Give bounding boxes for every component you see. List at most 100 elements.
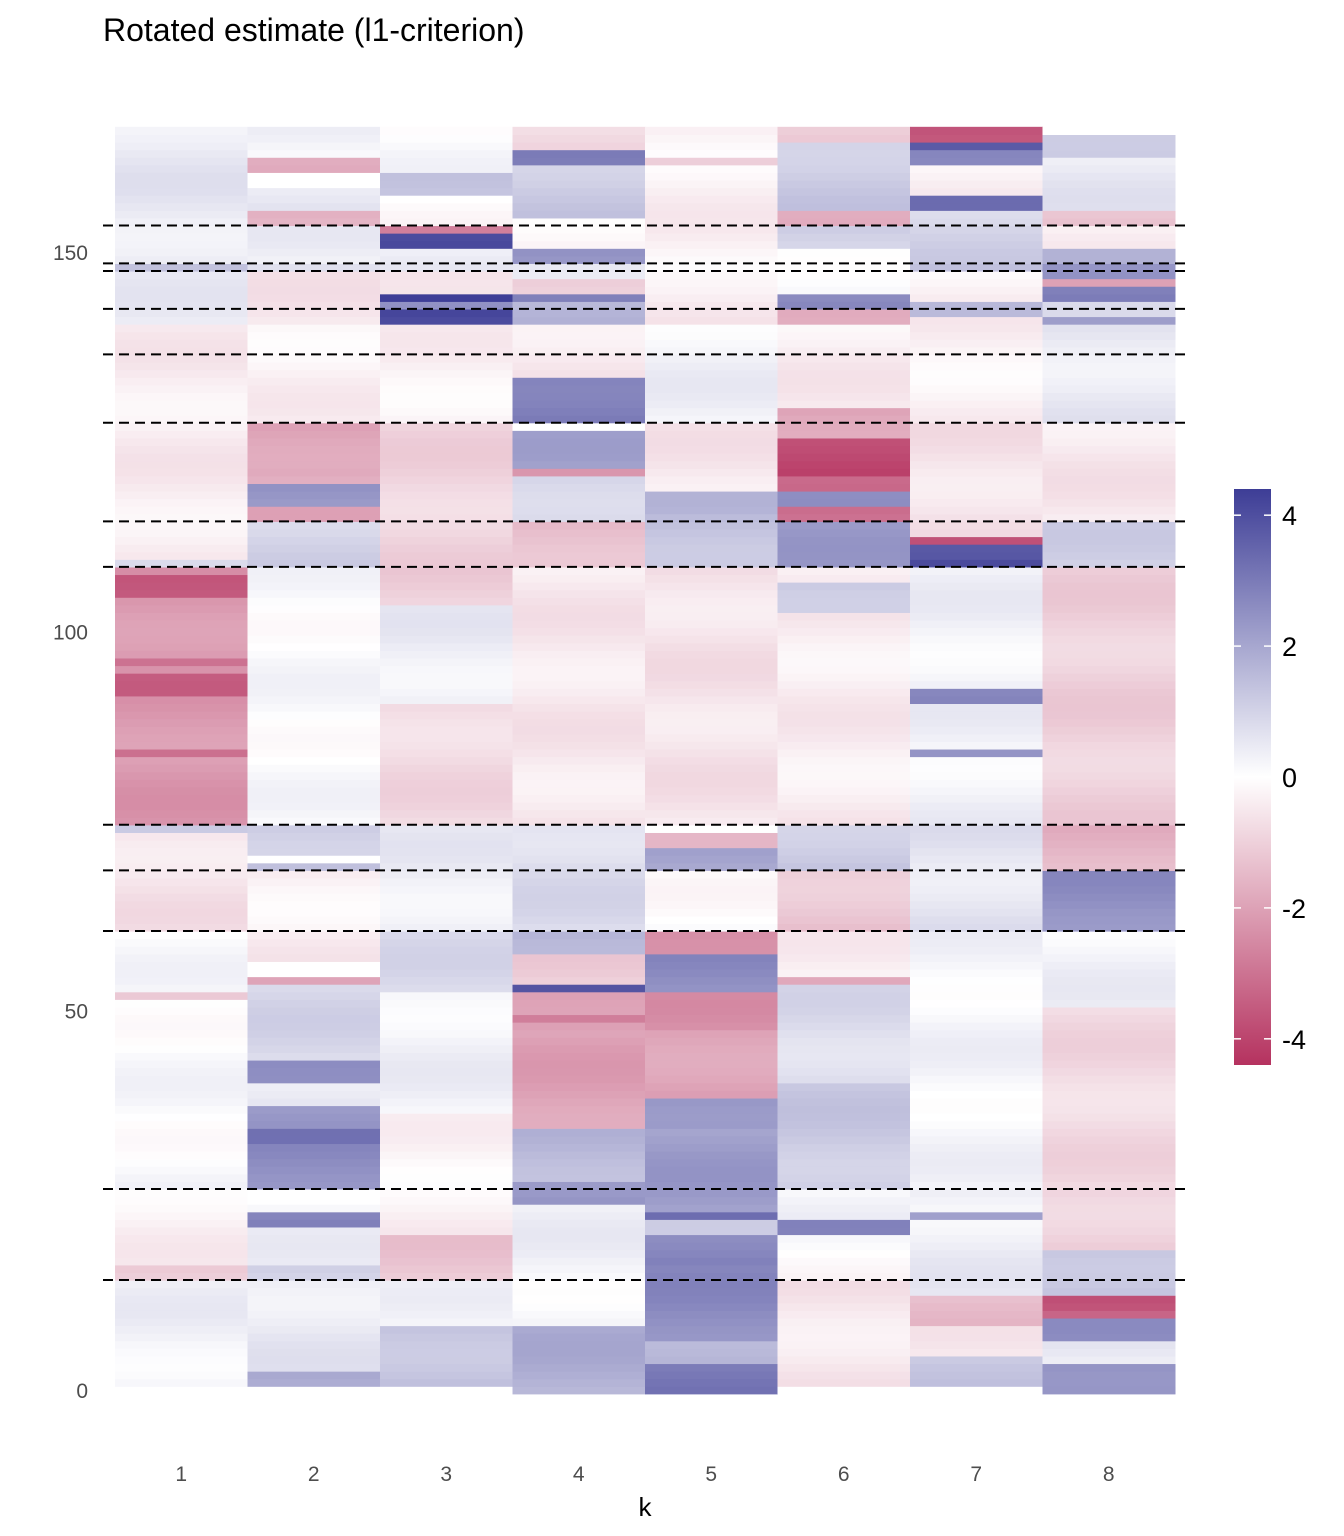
heatmap-cell — [247, 202, 381, 211]
heatmap-cell — [115, 415, 248, 424]
heatmap-cell — [115, 1340, 248, 1349]
heatmap-cell — [645, 604, 778, 613]
heatmap-cell — [380, 1022, 513, 1031]
heatmap-cell — [645, 551, 778, 560]
heatmap-cell — [380, 1333, 513, 1342]
heatmap-cell — [512, 1105, 646, 1114]
heatmap-cell — [910, 817, 1043, 826]
heatmap-cell — [115, 559, 248, 568]
heatmap-cell — [247, 415, 381, 424]
heatmap-cell — [380, 870, 513, 879]
heatmap-cell — [910, 1090, 1043, 1099]
heatmap-cell — [645, 506, 778, 515]
heatmap-cell — [115, 1090, 248, 1099]
heatmap-cell — [247, 475, 381, 484]
heatmap-cell — [512, 1325, 646, 1334]
heatmap-cell — [247, 991, 381, 1000]
heatmap-cell — [1042, 1211, 1176, 1220]
heatmap-cell — [1042, 1264, 1176, 1274]
heatmap-cell — [247, 1355, 381, 1365]
heatmap-cell — [115, 324, 248, 333]
heatmap-cell — [380, 733, 513, 742]
heatmap-cell — [1042, 506, 1176, 515]
heatmap-cell — [1042, 301, 1176, 310]
heatmap-cell — [115, 407, 248, 416]
heatmap-cell — [115, 1272, 248, 1281]
heatmap-cell — [512, 984, 646, 993]
heatmap-cell — [645, 1181, 778, 1190]
heatmap-cell — [1042, 748, 1176, 758]
heatmap-cell — [777, 710, 911, 720]
heatmap-cell — [910, 1272, 1043, 1281]
heatmap-cell — [380, 490, 513, 500]
heatmap-cell — [512, 217, 646, 227]
heatmap-cell — [115, 832, 248, 841]
heatmap-cell — [910, 748, 1043, 758]
heatmap-cell — [247, 1166, 381, 1175]
heatmap-cell — [247, 802, 381, 811]
heatmap-cell — [910, 1371, 1043, 1380]
heatmap-cell — [512, 1264, 646, 1274]
heatmap-cell — [645, 946, 778, 955]
heatmap-cell — [115, 255, 248, 264]
heatmap-cell — [115, 635, 248, 644]
heatmap-cell — [1042, 179, 1176, 189]
heatmap-cell — [1042, 430, 1176, 439]
heatmap-cell — [645, 1006, 778, 1016]
heatmap-cell — [645, 802, 778, 811]
heatmap-cell — [645, 665, 778, 674]
heatmap-cell — [910, 172, 1043, 181]
heatmap-cell — [512, 665, 646, 674]
heatmap-cell — [1042, 255, 1176, 264]
heatmap-cell — [910, 407, 1043, 416]
heatmap-cell — [512, 1219, 646, 1228]
heatmap-cell — [380, 362, 513, 371]
x-tick-label: 7 — [970, 1463, 982, 1486]
heatmap-cell — [910, 847, 1043, 856]
heatmap-cell — [247, 1105, 381, 1114]
heatmap-cell — [645, 1257, 778, 1266]
heatmap-cell — [512, 1249, 646, 1258]
heatmap-cell — [910, 1355, 1043, 1365]
heatmap-cell — [645, 1082, 778, 1091]
heatmap-cell — [777, 673, 911, 682]
heatmap-cell — [115, 1052, 248, 1061]
heatmap-cell — [910, 1264, 1043, 1274]
heatmap-cell — [380, 741, 513, 750]
heatmap-cell — [645, 695, 778, 705]
heatmap-cell — [777, 604, 911, 613]
heatmap-cell — [512, 726, 646, 735]
heatmap-cell — [1042, 574, 1176, 583]
heatmap-cell — [645, 445, 778, 454]
heatmap-cell — [380, 559, 513, 568]
heatmap-cell — [910, 1317, 1043, 1327]
x-tick-label: 6 — [838, 1463, 850, 1486]
heatmap-cell — [380, 172, 513, 181]
heatmap-cell — [380, 1037, 513, 1046]
heatmap-cell — [645, 771, 778, 780]
heatmap-cell — [645, 293, 778, 302]
heatmap-cell — [512, 832, 646, 841]
heatmap-cell — [512, 513, 646, 522]
heatmap-cell — [645, 832, 778, 841]
heatmap-cell — [247, 984, 381, 993]
heatmap-cell — [512, 1151, 646, 1160]
heatmap-cell — [512, 172, 646, 181]
heatmap-cell — [777, 407, 911, 416]
heatmap-cell — [910, 483, 1043, 492]
heatmap-cell — [645, 1097, 778, 1107]
heatmap-cell — [910, 673, 1043, 682]
heatmap-cell — [512, 862, 646, 871]
heatmap-cell — [645, 141, 778, 151]
heatmap-cell — [115, 483, 248, 492]
heatmap-cell — [512, 240, 646, 249]
heatmap-cell — [910, 1173, 1043, 1182]
heatmap-cell — [247, 779, 381, 788]
heatmap-cell — [777, 574, 911, 583]
heatmap-cell — [777, 802, 911, 811]
heatmap-cell — [380, 1295, 513, 1304]
heatmap-cell — [777, 559, 911, 568]
heatmap-cell — [645, 612, 778, 621]
heatmap-cell — [645, 1188, 778, 1198]
heatmap-cell — [777, 885, 911, 894]
